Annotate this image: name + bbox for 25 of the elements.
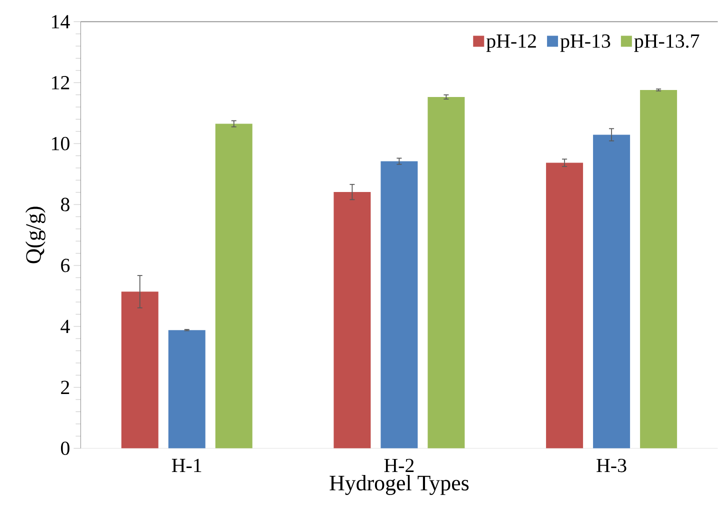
x-tick-label: H-1 [172, 458, 202, 472]
bar [168, 330, 206, 448]
y-tick-label: 14 [52, 15, 70, 28]
bar [380, 161, 418, 448]
bar [640, 90, 678, 448]
y-tick-label: 0 [60, 442, 70, 456]
legend-label: pH-12 [486, 34, 536, 52]
y-tick-label: 2 [61, 380, 70, 394]
y-tick-label: 10 [52, 136, 70, 150]
bar [334, 192, 371, 448]
legend-label: pH-13 [560, 34, 610, 52]
y-tick-label: 4 [60, 320, 70, 333]
bar [428, 96, 465, 448]
x-tick-label: H-3 [596, 458, 626, 472]
y-tick-label: 8 [60, 198, 70, 212]
y-axis-title: Q(g/g) [25, 206, 46, 264]
y-tick-label: 6 [61, 258, 70, 272]
x-tick-label: H-2 [384, 458, 414, 472]
bar [215, 124, 252, 448]
bar [121, 292, 158, 448]
x-axis-title: Hydrogel Types [330, 475, 469, 495]
bar [546, 162, 584, 448]
y-tick-label: 12 [52, 76, 70, 90]
legend-label: pH-13.7 [634, 34, 700, 52]
bar [593, 134, 630, 448]
